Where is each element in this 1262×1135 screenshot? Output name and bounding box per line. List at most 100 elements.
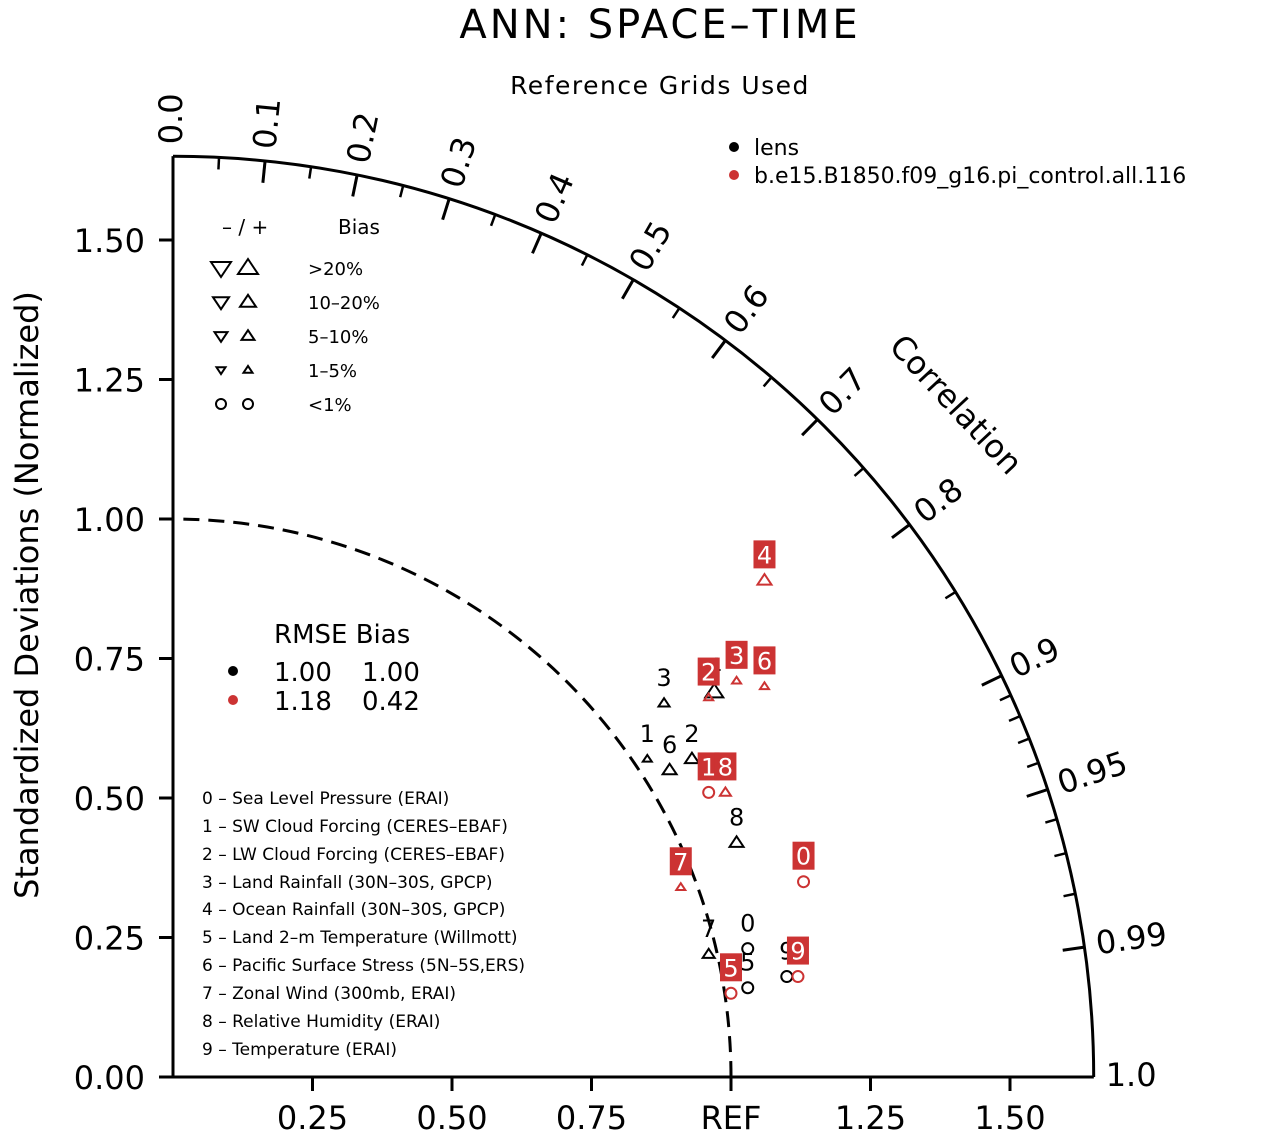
data-point-label-box xyxy=(669,847,692,876)
correlation-tick xyxy=(1062,945,1085,952)
data-point-label: 3 xyxy=(729,642,744,670)
correlation-minor-tick xyxy=(671,307,681,319)
correlation-minor-tick xyxy=(308,166,313,179)
correlation-minor-tick xyxy=(1054,851,1067,858)
data-point-marker xyxy=(674,881,688,891)
correlation-tick-label: 0.9 xyxy=(1003,629,1065,685)
bias-legend-circle xyxy=(215,398,227,410)
bias-legend-circle xyxy=(242,398,254,410)
bias-legend-up-triangle xyxy=(238,292,258,308)
variable-9: 9 – Temperature (ERAI) xyxy=(202,1040,397,1060)
rmse-bias-header: RMSE Bias xyxy=(274,620,410,650)
data-point-label: 1 xyxy=(640,720,655,748)
data-point-marker xyxy=(640,753,654,763)
bias-legend-label: >20% xyxy=(308,259,363,280)
data-point-label: 3 xyxy=(656,664,671,692)
data-point-marker xyxy=(702,785,716,799)
data-point-marker xyxy=(791,970,805,984)
y-tick-label: 0.50 xyxy=(74,780,145,818)
bias-legend-down-triangle xyxy=(212,331,230,344)
bias-legend-bias-header: Bias xyxy=(338,215,380,239)
correlation-minor-tick xyxy=(1026,761,1039,769)
data-point-label-box xyxy=(725,640,748,669)
bias-legend-down-triangle xyxy=(211,296,231,312)
correlation-tick xyxy=(441,198,451,221)
data-point-marker xyxy=(700,947,717,959)
data-point-label-box xyxy=(792,841,815,870)
y-tick-label: 1.50 xyxy=(74,222,145,260)
data-point-label: 8 xyxy=(729,804,744,832)
data-point-marker xyxy=(702,691,716,702)
bias-legend-up-triangle xyxy=(236,257,260,275)
data-point-label: 7 xyxy=(673,848,688,876)
data-point-marker xyxy=(718,785,733,797)
bias-value-control: 0.42 xyxy=(362,687,420,717)
correlation-minor-tick xyxy=(853,467,865,477)
correlation-minor-tick xyxy=(1045,818,1058,824)
data-point-label-box xyxy=(714,752,737,781)
y-axis-label: Standardized Deviations (Normalized) xyxy=(8,291,46,899)
correlation-tick-label: 0.3 xyxy=(433,132,485,192)
correlation-minor-tick xyxy=(944,590,957,600)
data-point-label-box xyxy=(697,657,720,686)
bias-legend-label: 1–5% xyxy=(308,361,357,382)
rmse-bias-marker-control xyxy=(228,695,238,705)
correlation-minor-tick xyxy=(489,214,497,227)
y-tick-label: 1.00 xyxy=(74,501,145,539)
data-point-label-box xyxy=(697,752,720,781)
data-point-marker xyxy=(660,761,679,776)
data-point-label: 0 xyxy=(796,843,811,871)
x-tick-label: REF xyxy=(701,1099,762,1135)
x-tick-label: 0.50 xyxy=(416,1099,487,1135)
variable-3: 3 – Land Rainfall (30N–30S, GPCP) xyxy=(202,873,492,893)
bias-legend-down-triangle xyxy=(214,366,228,376)
variable-5: 5 – Land 2–m Temperature (Willmott) xyxy=(202,928,518,948)
data-point-label: 2 xyxy=(684,720,699,748)
correlation-tick xyxy=(1026,788,1049,798)
variable-1: 1 – SW Cloud Forcing (CERES–EBAF) xyxy=(202,817,508,837)
data-point-marker xyxy=(741,942,755,956)
correlation-tick xyxy=(801,418,819,437)
correlation-minor-tick xyxy=(1008,715,1021,723)
chart-title: ANN: SPACE–TIME xyxy=(459,2,860,48)
data-point-label: 8 xyxy=(718,753,733,781)
bias-legend-label: 10–20% xyxy=(308,293,380,314)
bias-legend: – / + Bias >20% 10–20% 5–10% 1–5% <1% xyxy=(209,215,380,416)
data-point-label-box xyxy=(720,953,742,982)
chart-subtitle: Reference Grids Used xyxy=(510,71,810,100)
correlation-tick xyxy=(261,160,267,183)
variable-0: 0 – Sea Level Pressure (ERAI) xyxy=(202,789,449,809)
data-point-marker xyxy=(755,572,774,586)
bias-legend-label: 5–10% xyxy=(308,327,368,348)
correlation-minor-tick xyxy=(580,254,589,267)
data-point-label: 5 xyxy=(723,954,738,982)
data-point-marker xyxy=(797,875,811,889)
correlation-arc-label: Correlation xyxy=(882,327,1030,482)
x-tick-label: 1.50 xyxy=(974,1099,1045,1135)
correlation-minor-tick xyxy=(217,157,221,170)
correlation-minor-tick xyxy=(1063,892,1076,898)
data-point-marker xyxy=(727,834,746,848)
variable-7: 7 – Zonal Wind (300mb, ERAI) xyxy=(202,984,456,1004)
data-point-label: 0 xyxy=(740,910,755,938)
data-point-label: 7 xyxy=(701,915,716,943)
data-point-label: 6 xyxy=(662,731,677,759)
correlation-minor-tick xyxy=(999,694,1012,702)
case-legend-marker-control xyxy=(729,170,739,180)
variable-2: 2 – LW Cloud Forcing (CERES–EBAF) xyxy=(202,845,505,865)
correlation-tick-label: 0.5 xyxy=(621,215,679,278)
bias-value-lens: 1.00 xyxy=(362,658,420,688)
correlation-minor-tick xyxy=(1017,737,1030,745)
y-tick-label: 1.25 xyxy=(74,362,145,400)
bias-legend-label: <1% xyxy=(308,395,352,416)
bias-legend-up-triangle xyxy=(239,328,257,341)
data-point-label: 1 xyxy=(701,753,716,781)
correlation-tick xyxy=(621,278,635,300)
data-point-label: 9 xyxy=(790,938,805,966)
bias-legend-up-triangle xyxy=(241,364,255,374)
outer-arc xyxy=(172,154,1096,1078)
correlation-tick-label: 0.4 xyxy=(527,167,582,229)
case-legend-label-control: b.e15.B1850.f09_g16.pi_control.all.116 xyxy=(754,164,1186,189)
correlation-tick-label: 0.7 xyxy=(811,360,874,423)
